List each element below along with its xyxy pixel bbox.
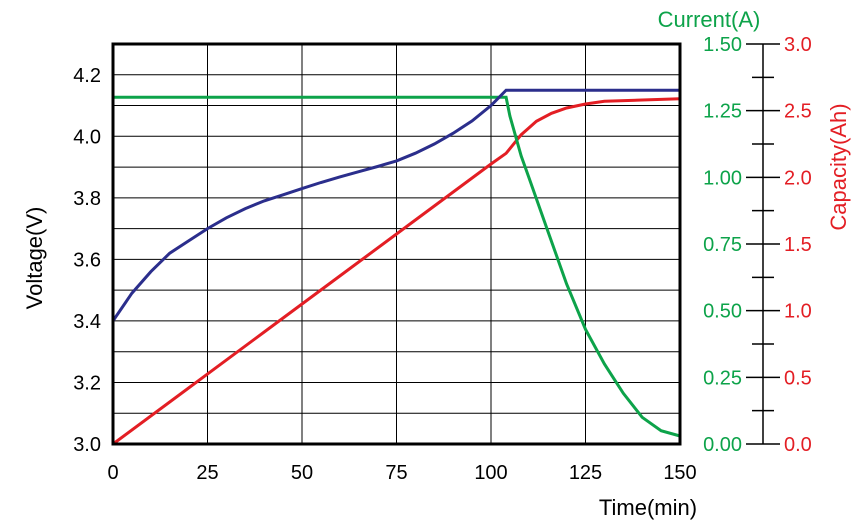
x-tick-label: 100: [474, 462, 507, 484]
voltage-tick-label: 3.4: [73, 311, 101, 333]
voltage-tick-label: 4.2: [73, 65, 101, 87]
series-layer: [111, 88, 681, 446]
voltage-tick-label: 4.0: [73, 126, 101, 148]
capacity-tick-labels: 0.0 0.5 1.0 1.5 2.0 2.5 3.0: [784, 34, 812, 456]
capacity-tick-label: 3.0: [784, 34, 812, 56]
x-tick-label: 25: [196, 462, 218, 484]
x-tick-labels: 0 25 50 75 100 125 150: [107, 462, 696, 484]
current-tick-labels: 0.00 0.25 0.50 0.75 1.00 1.25 1.50: [703, 34, 742, 456]
x-tick-label: 125: [569, 462, 602, 484]
current-tick-label: 0.75: [703, 234, 742, 256]
right-axes: [746, 43, 780, 445]
capacity-axis-title: Capacity(Ah): [826, 103, 851, 230]
capacity-tick-label: 2.0: [784, 167, 812, 189]
current-axis-title: Current(A): [658, 7, 761, 32]
voltage-tick-label: 3.2: [73, 372, 101, 394]
current-tick-label: 0.25: [703, 367, 742, 389]
x-tick-label: 75: [385, 462, 407, 484]
voltage-line: [111, 88, 680, 322]
current-tick-label: 1.50: [703, 34, 742, 56]
current-tick-label: 0.50: [703, 301, 742, 323]
voltage-axis-title: Voltage(V): [22, 207, 47, 310]
capacity-tick-label: 1.5: [784, 234, 812, 256]
voltage-tick-label: 3.8: [73, 188, 101, 210]
voltage-tick-label: 3.6: [73, 249, 101, 271]
current-tick-label: 1.00: [703, 167, 742, 189]
capacity-tick-label: 1.0: [784, 301, 812, 323]
current-tick-label: 0.00: [703, 434, 742, 456]
capacity-line: [112, 97, 681, 446]
current-tick-label: 1.25: [703, 101, 742, 123]
plot-frame: [111, 42, 682, 446]
x-tick-label: 150: [663, 462, 696, 484]
capacity-tick-label: 0.5: [784, 367, 812, 389]
voltage-tick-label: 3.0: [73, 434, 101, 456]
x-tick-label: 50: [291, 462, 313, 484]
capacity-tick-label: 2.5: [784, 101, 812, 123]
x-tick-label: 0: [107, 462, 118, 484]
x-axis-title: Time(min): [599, 495, 697, 520]
current-line: [113, 95, 681, 438]
voltage-tick-labels: 3.0 3.2 3.4 3.6 3.8 4.0 4.2: [73, 65, 101, 456]
capacity-tick-label: 0.0: [784, 434, 812, 456]
